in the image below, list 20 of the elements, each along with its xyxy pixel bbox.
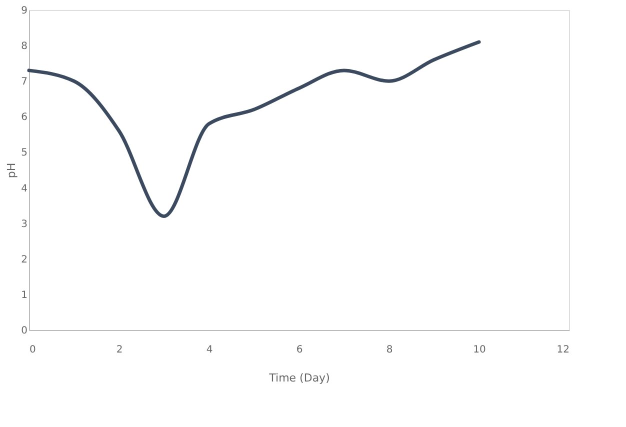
- x-tick-label: 2: [116, 344, 123, 356]
- x-tick-label: 6: [296, 344, 303, 356]
- y-tick-label: 3: [21, 218, 28, 230]
- y-tick-label: 0: [21, 326, 28, 336]
- x-tick-label: 4: [206, 344, 213, 356]
- y-tick-label: 7: [21, 76, 28, 88]
- x-tick-label: 0: [30, 344, 36, 356]
- y-tick-label: 4: [21, 183, 28, 194]
- y-tick-label: 9: [21, 6, 28, 16]
- y-axis-title: pH: [5, 162, 18, 178]
- y-tick-label: 5: [21, 148, 28, 159]
- y-tick-label: 8: [21, 41, 28, 52]
- line-series: [27, 40, 481, 218]
- x-tick-label: 10: [473, 344, 486, 356]
- y-tick-label: 6: [21, 112, 28, 124]
- x-axis-title: Time (Day): [268, 372, 330, 384]
- x-tick-label: 8: [386, 344, 393, 356]
- x-tick-label: 12: [556, 344, 570, 356]
- y-tick-label: 1: [21, 290, 28, 301]
- y-tick-label: 2: [21, 254, 28, 266]
